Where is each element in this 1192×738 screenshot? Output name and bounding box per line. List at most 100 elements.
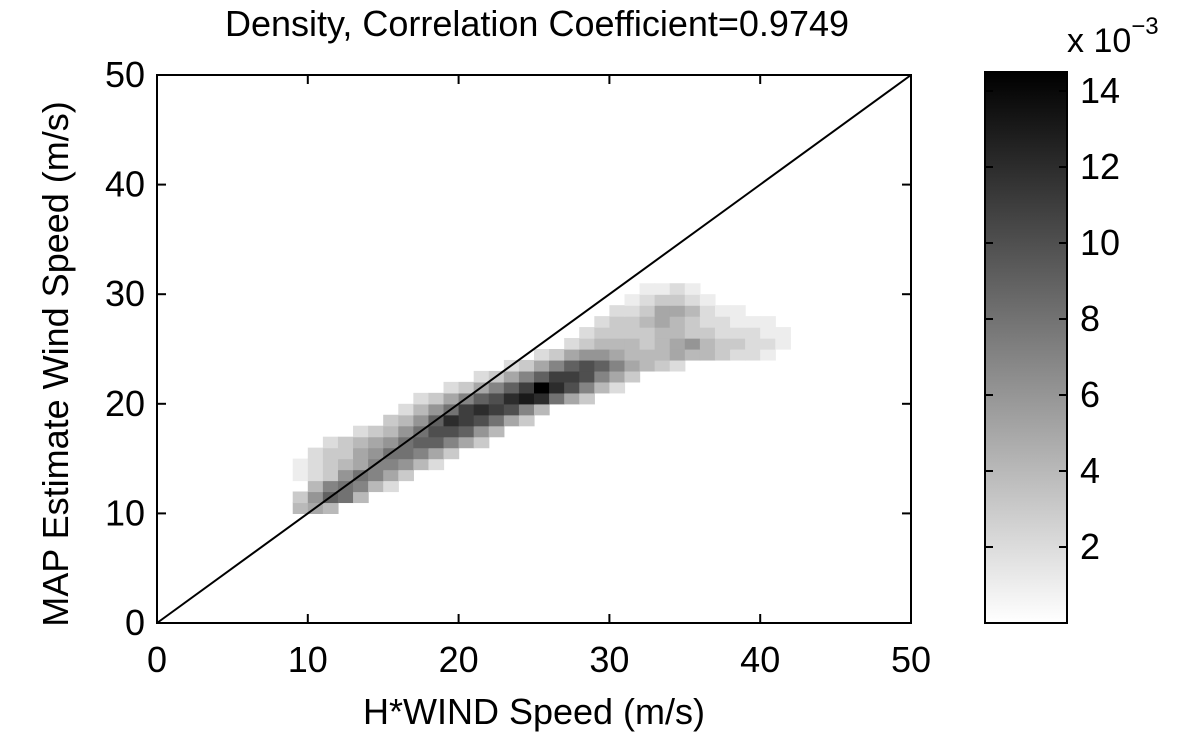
density-cell [353,447,369,460]
y-axis-ticks: 0 10 20 30 40 50 [105,54,911,643]
y-tick-label: 50 [105,54,145,95]
density-cell [639,338,656,350]
density-cell [564,338,580,350]
density-cell [322,480,339,493]
density-cell [669,283,686,295]
density-cell [428,458,445,471]
density-cell [368,469,384,482]
density-cell [383,425,399,438]
density-cell [518,370,535,383]
density-cell [413,458,430,471]
colorbar-tick-label: 12 [1080,146,1120,187]
density-cell [594,359,610,372]
density-cell [383,480,399,493]
density-cell [443,436,460,449]
density-cell [669,338,686,350]
density-cell [579,349,595,361]
density-cell [488,414,505,427]
density-cell [639,316,656,328]
density-cell [549,359,565,372]
density-cell [775,327,791,339]
identity-line [156,74,912,624]
density-cell [292,502,309,514]
density-cell [699,327,716,339]
x-axis-ticks: 0 10 20 30 40 50 [147,75,931,680]
density-cell [443,414,460,427]
density-cell [730,316,746,328]
density-cell [383,458,399,471]
density-cell [594,338,610,350]
density-cell [549,392,565,405]
density-cell [639,327,656,339]
density-cell [292,458,309,471]
density-cell [684,294,701,306]
density-cell [443,392,460,405]
y-tick-label: 30 [105,273,145,314]
density-cell [760,349,776,361]
y-tick-label: 10 [105,492,145,533]
density-cell [337,469,354,482]
density-cell [353,436,369,449]
y-axis-label: MAP Estimate Wind Speed (m/s) [35,101,76,627]
density-cell [609,305,626,317]
density-cell [443,447,460,460]
density-cell [428,403,445,416]
density-cell [639,294,656,306]
density-cell [699,316,716,328]
density-cell [307,447,324,460]
density-cell [775,338,791,350]
density-cell [353,425,369,438]
density-cell [730,349,746,361]
density-cell [337,436,354,449]
density-cell [699,338,716,350]
y-tick-label: 0 [125,602,145,643]
density-cell [609,316,626,328]
density-cell [669,316,686,328]
density-cell [564,392,580,405]
density-cell [337,491,354,504]
density-cell [473,414,490,427]
density-cell [488,403,505,416]
density-cell [594,327,610,339]
density-cell [730,327,746,339]
density-cell [654,327,671,339]
density-cell [684,316,701,328]
density-cell [669,327,686,339]
density-cell [639,349,656,361]
density-cell [503,392,520,405]
density-cell [669,305,686,317]
density-cell [458,403,475,416]
density-cell [654,283,671,295]
density-cell [669,359,686,372]
density-cell [579,381,595,394]
density-cell [624,316,641,328]
density-cell [639,283,656,295]
density-cell [730,305,746,317]
density-cell [654,294,671,306]
density-cell [760,338,776,350]
density-cell [458,436,475,449]
density-cell [322,469,339,482]
density-cell [398,414,414,427]
density-cell [518,403,535,416]
x-tick-label: 50 [891,639,931,680]
density-cell [594,370,610,383]
density-cell [564,381,580,394]
density-cell [564,370,580,383]
density-cell [609,338,626,350]
density-cell [383,469,399,482]
x-tick-label: 10 [288,639,328,680]
density-cell [684,327,701,339]
density-cell [745,349,761,361]
density-cell [654,349,671,361]
density-cell [307,491,324,504]
density-cell [322,502,339,514]
density-cell [398,458,414,471]
density-cell [594,316,610,328]
density-cell [579,338,595,350]
density-cell [322,436,339,449]
density-cells [292,283,791,514]
density-cell [473,436,490,449]
x-tick-label: 0 [147,639,167,680]
density-cell [549,370,565,383]
